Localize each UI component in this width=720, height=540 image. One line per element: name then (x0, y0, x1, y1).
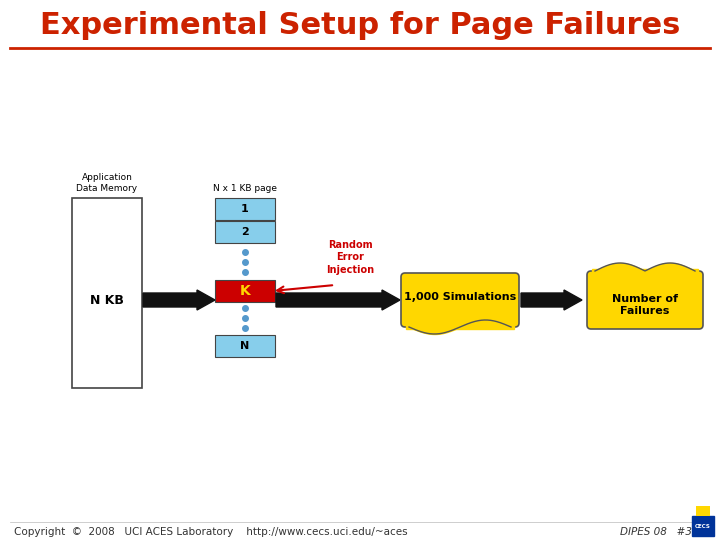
Text: CECS: CECS (695, 523, 711, 529)
Text: Number of
Failures: Number of Failures (612, 294, 678, 316)
Text: 1: 1 (241, 204, 249, 214)
Text: 1,000 Simulations: 1,000 Simulations (404, 292, 516, 302)
Text: Experimental Setup for Page Failures: Experimental Setup for Page Failures (40, 11, 680, 40)
Bar (215, 198, 275, 220)
Text: Copyright  ©  2008   UCI ACES Laboratory    http://www.cecs.uci.edu/~aces: Copyright © 2008 UCI ACES Laboratory htt… (14, 527, 408, 537)
Bar (72, 198, 142, 388)
Bar (592, 269, 698, 274)
Bar (692, 516, 714, 536)
Text: Application
Data Memory: Application Data Memory (76, 173, 138, 193)
Bar (406, 324, 514, 329)
FancyBboxPatch shape (401, 273, 519, 327)
Text: Random
Error
Injection: Random Error Injection (326, 240, 374, 275)
Bar (215, 335, 275, 357)
Text: 2: 2 (241, 227, 249, 237)
Polygon shape (521, 290, 582, 310)
FancyBboxPatch shape (587, 271, 703, 329)
Text: N KB: N KB (90, 294, 124, 307)
Text: N x 1 KB page: N x 1 KB page (213, 184, 277, 193)
Text: DIPES 08   #32: DIPES 08 #32 (620, 527, 698, 537)
Bar (215, 221, 275, 243)
Bar (215, 280, 275, 302)
Bar (696, 506, 710, 516)
Text: N: N (240, 341, 250, 351)
Polygon shape (276, 290, 400, 310)
Polygon shape (143, 290, 215, 310)
Text: K: K (240, 284, 251, 298)
